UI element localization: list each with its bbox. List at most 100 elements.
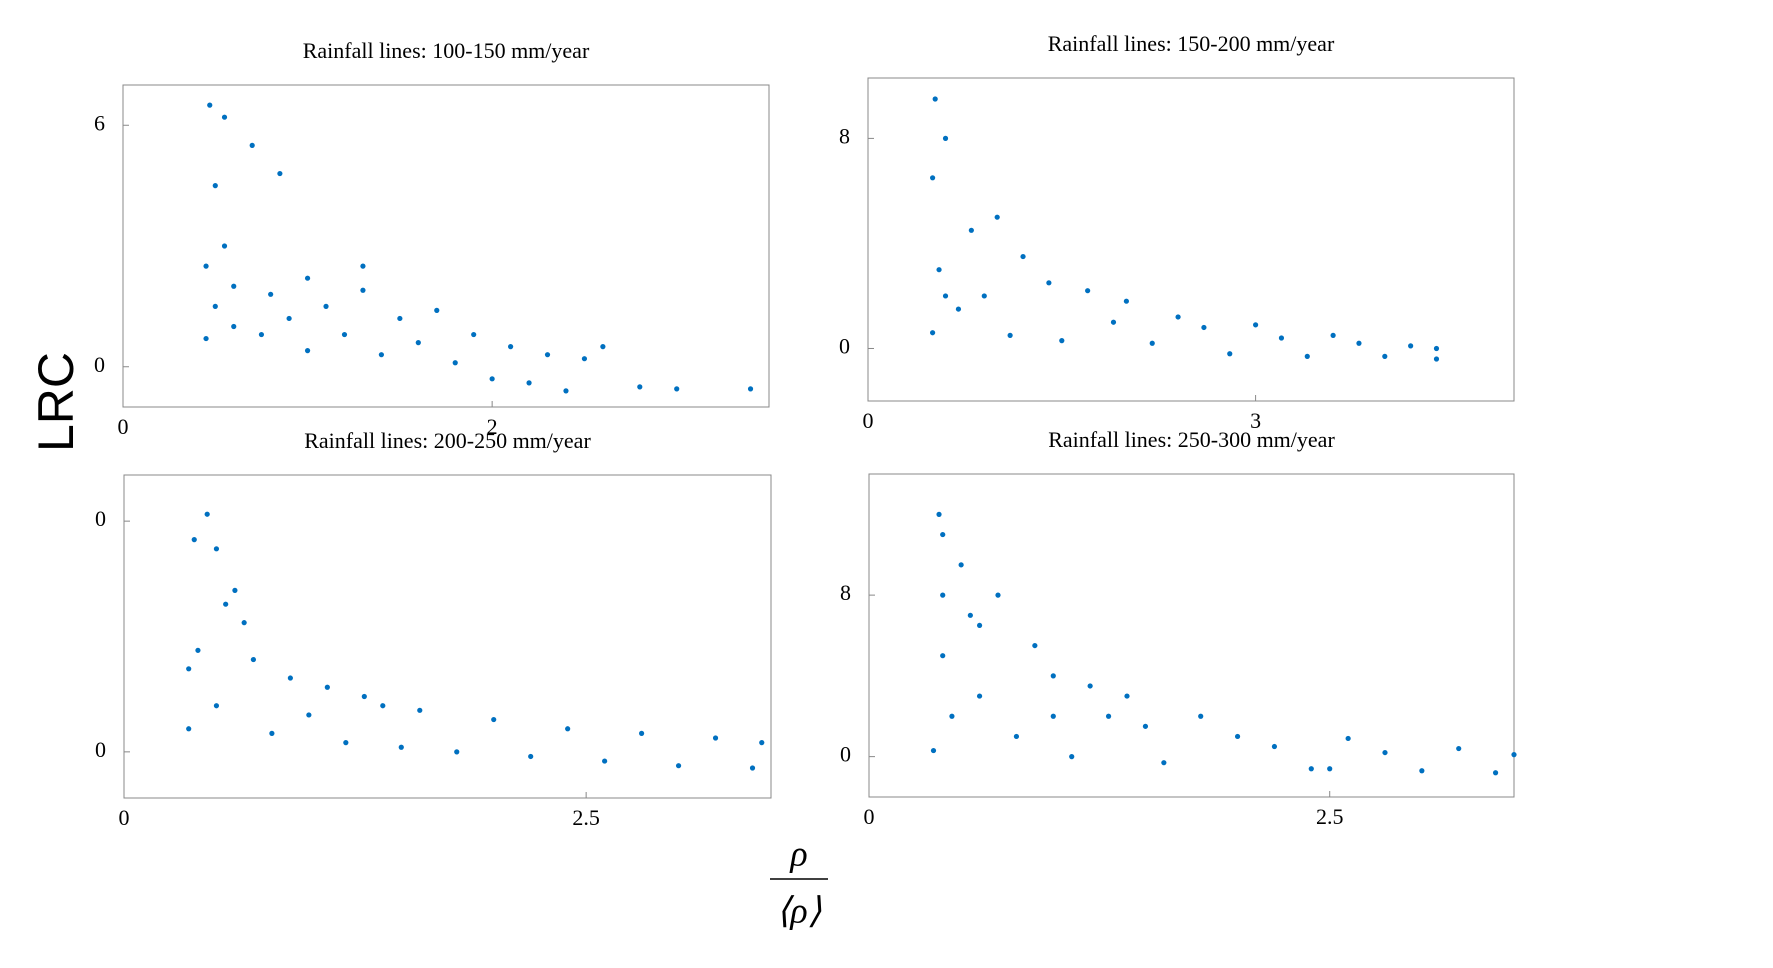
scatter-point: [940, 531, 946, 538]
y-tick-label: 8: [840, 580, 851, 605]
scatter-point: [360, 287, 366, 293]
scatter-point: [563, 388, 569, 394]
scatter-point: [1124, 693, 1130, 699]
scatter-point: [1069, 754, 1075, 760]
x-tick-label: 2: [487, 414, 498, 439]
scatter-point: [994, 214, 1000, 220]
scatter-point: [712, 735, 719, 741]
panel-title: Rainfall lines: 250-300 mm/year: [1048, 427, 1335, 452]
scatter-point: [1330, 332, 1336, 338]
plot-frame: [123, 474, 772, 799]
scatter-point: [1382, 749, 1388, 756]
scatter-point: [942, 135, 949, 141]
scatter-point: [343, 740, 349, 746]
scatter-point: [231, 283, 237, 289]
scatter-point: [1278, 335, 1285, 341]
scatter-point: [241, 620, 247, 626]
scatter-point: [955, 306, 962, 312]
scatter-point: [1433, 356, 1440, 362]
scatter-point: [1059, 338, 1065, 344]
scatter-point: [581, 356, 588, 362]
scatter-point: [1050, 673, 1056, 679]
scatter-point: [1304, 353, 1310, 359]
scatter-point: [930, 747, 937, 754]
scatter-point: [968, 227, 974, 233]
scatter-point: [1046, 280, 1052, 286]
scatter-point: [434, 307, 440, 313]
scatter-point: [1253, 322, 1259, 328]
scatter-point: [1356, 340, 1362, 346]
scatter-point: [268, 291, 274, 297]
scatter-point: [1007, 332, 1013, 338]
scatter-point: [1110, 319, 1117, 325]
plot-frame: [868, 473, 1515, 798]
scatter-point: [203, 263, 209, 269]
scatter-point: [1123, 298, 1129, 304]
scatter-point: [277, 170, 283, 177]
scatter-point: [1511, 752, 1517, 758]
scatter-point: [932, 96, 938, 102]
x-label-numerator: ρ: [789, 833, 807, 873]
scatter-point: [489, 376, 495, 382]
y-axis-label: LRC: [28, 352, 84, 452]
scatter-point: [1198, 713, 1204, 719]
scatter-point: [186, 726, 192, 732]
scatter-point: [747, 386, 754, 392]
scatter-point: [1419, 768, 1425, 774]
scatter-point: [602, 758, 608, 764]
scatter-point: [250, 656, 256, 663]
scatter-point: [397, 315, 403, 322]
x-tick-label: 2.5: [572, 805, 600, 830]
y-tick-label: 0: [840, 742, 851, 767]
scatter-point: [1175, 314, 1181, 320]
scatter-point: [398, 744, 404, 750]
scatter-point: [304, 275, 311, 281]
scatter-point: [360, 263, 366, 269]
scatter-point: [491, 716, 497, 723]
scatter-point: [207, 102, 213, 108]
scatter-point: [1308, 766, 1314, 772]
scatter-point: [286, 315, 292, 322]
panel-title: Rainfall lines: 100-150 mm/year: [303, 38, 590, 63]
scatter-point: [528, 753, 534, 760]
scatter-point: [324, 684, 330, 690]
panel-title: Rainfall lines: 200-250 mm/year: [304, 428, 591, 453]
scatter-point: [221, 114, 228, 120]
scatter-point: [674, 386, 680, 392]
scatter-point: [231, 323, 237, 330]
scatter-point: [1149, 340, 1155, 346]
scatter-point: [1382, 353, 1388, 359]
scatter-point: [1020, 253, 1026, 260]
scatter-point: [361, 693, 367, 700]
scatter-point: [203, 335, 209, 342]
scatter-point: [995, 592, 1001, 598]
scatter-point: [232, 587, 238, 593]
scatter-point: [930, 330, 936, 336]
scatter-point: [452, 360, 458, 366]
scatter-point: [213, 546, 220, 552]
scatter-point: [454, 749, 460, 755]
scatter-point: [1087, 683, 1093, 689]
scatter-point: [415, 340, 421, 346]
scatter-point: [212, 183, 218, 189]
plot-frame: [867, 77, 1515, 402]
scatter-point: [1201, 324, 1207, 331]
scatter-point: [942, 293, 949, 299]
scatter-point: [378, 352, 384, 358]
scatter-point: [191, 537, 197, 543]
scatter-point: [940, 592, 946, 598]
scatter-point: [306, 712, 312, 718]
y-tick-label: 8: [839, 123, 850, 148]
scatter-point: [1408, 343, 1414, 349]
panel-title: Rainfall lines: 150-200 mm/year: [1048, 31, 1335, 56]
scatter-point: [1234, 733, 1241, 740]
plot-frame: [122, 84, 770, 408]
scatter-point: [600, 344, 606, 350]
scatter-point: [204, 511, 210, 517]
scatter-point: [675, 763, 682, 769]
scatter-point: [1013, 733, 1020, 740]
scatter-point: [936, 511, 942, 517]
y-tick-label: 0: [839, 334, 850, 359]
scatter-point: [637, 384, 643, 390]
scatter-point: [1271, 743, 1278, 750]
